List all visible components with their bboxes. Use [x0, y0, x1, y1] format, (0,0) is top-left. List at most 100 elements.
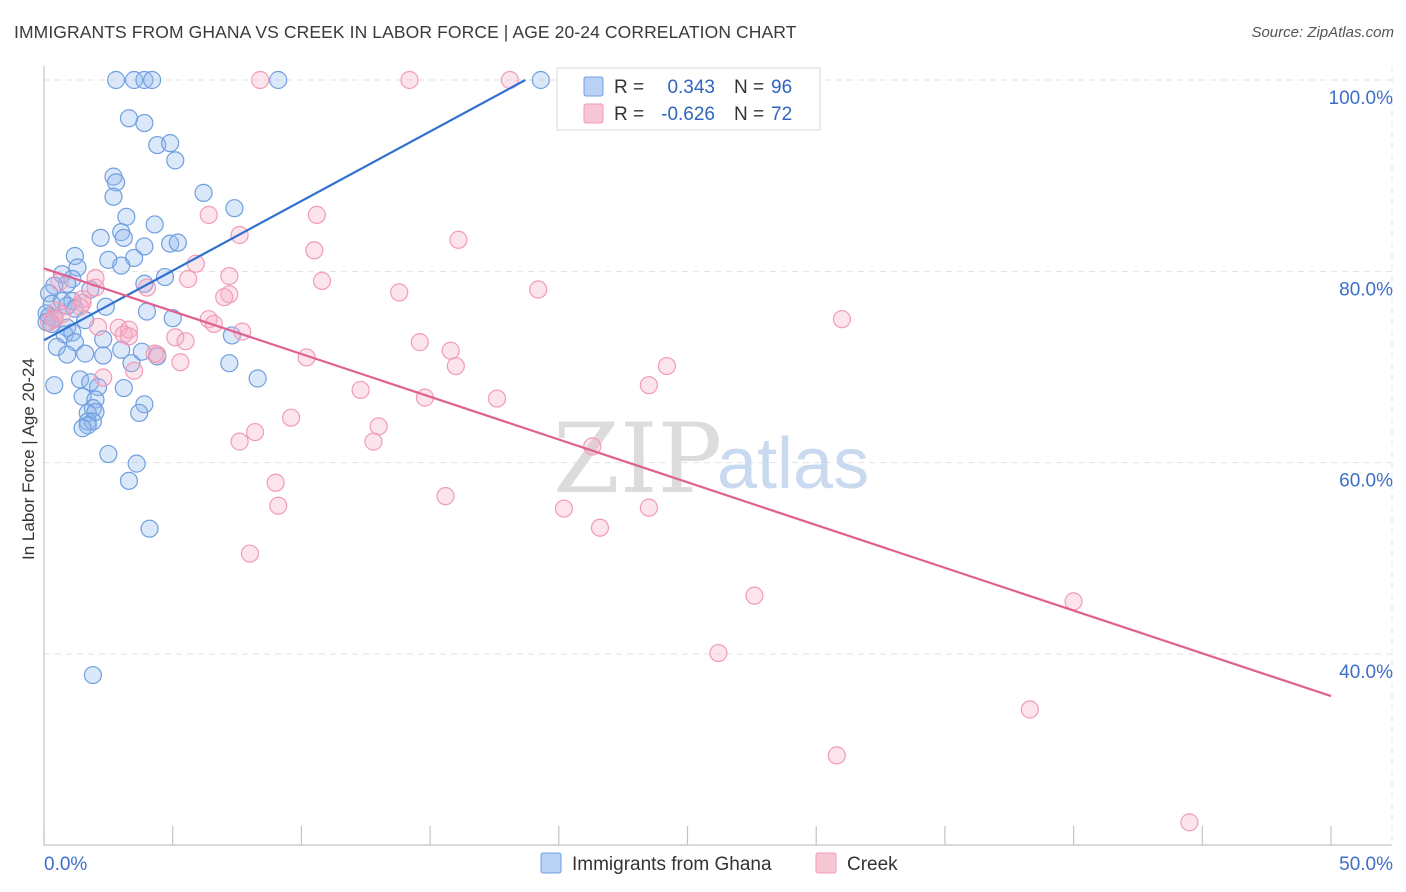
ghana-point-23 [168, 233, 187, 252]
creek-point-61 [639, 498, 658, 517]
creek-point-21 [215, 288, 234, 307]
ghana-point-28 [68, 258, 87, 277]
creek-point-69 [1180, 813, 1199, 832]
creek-point-36 [410, 333, 429, 352]
x-tick-label-right: 50.0% [1339, 854, 1393, 875]
y-tick-label-1: 80.0% [1339, 279, 1393, 300]
legend-n-value-1: 96 [771, 77, 792, 98]
watermark-zip: ZIP [553, 403, 722, 515]
ghana-point-13 [104, 187, 123, 206]
ghana-point-61 [94, 346, 113, 365]
y-tick-label-2: 60.0% [1339, 471, 1393, 492]
ghana-point-20 [114, 228, 133, 247]
ghana-point-3 [143, 70, 162, 90]
creek-point-58 [436, 487, 455, 506]
ghana-point-4 [269, 70, 288, 90]
ghana-point-77 [135, 395, 154, 414]
creek-point-56 [583, 437, 602, 456]
creek-point-42 [171, 353, 190, 372]
creek-point-34 [166, 328, 185, 347]
creek-point-47 [639, 376, 658, 395]
ghana-point-66 [248, 369, 267, 388]
creek-point-68 [827, 746, 846, 765]
ghana-point-7 [135, 113, 154, 133]
stats-legend: R = 0.343 N = 96 R = -0.626 N = 72 [556, 67, 821, 131]
creek-point-63 [240, 544, 260, 563]
creek-point-52 [369, 417, 388, 436]
creek-point-50 [487, 389, 507, 408]
creek-point-38 [441, 341, 460, 360]
ghana-point-24 [65, 246, 84, 266]
series-creek-points [40, 70, 1199, 832]
creek-point-20 [220, 285, 239, 304]
ghana-point-51 [163, 309, 182, 328]
creek-point-62 [590, 518, 610, 537]
ghana-point-22 [161, 234, 180, 253]
y-tick-label-3: 40.0% [1339, 662, 1393, 683]
trendlines [43, 79, 1332, 698]
ghana-point-85 [119, 471, 139, 490]
creek-trendline [43, 267, 1332, 698]
creek-point-44 [657, 356, 677, 376]
bottom-legend-label-creek: Creek [847, 854, 898, 875]
ghana-trendline [43, 79, 526, 342]
ghana-point-65 [220, 354, 239, 373]
creek-point-59 [269, 496, 288, 515]
series-points [37, 70, 1199, 832]
ghana-point-82 [73, 419, 92, 438]
ghana-point-83 [99, 444, 118, 464]
ghana-point-15 [225, 199, 244, 218]
creek-point-48 [351, 380, 370, 400]
creek-point-65 [1064, 592, 1083, 611]
creek-point-70 [832, 310, 852, 329]
watermark: ZIP atlas [553, 403, 869, 515]
ghana-point-0 [106, 70, 126, 90]
ghana-point-10 [166, 151, 185, 170]
ghana-point-59 [58, 345, 77, 364]
ghana-point-16 [117, 207, 136, 226]
x-tick-label-left: 0.0% [44, 854, 87, 875]
legend-swatch-ghana [583, 76, 604, 97]
creek-point-0 [251, 70, 270, 90]
creek-point-16 [390, 283, 409, 302]
creek-point-40 [148, 345, 167, 364]
legend-n-label-1: N = [734, 77, 764, 98]
ghana-point-9 [161, 134, 180, 153]
ghana-point-86 [140, 519, 159, 538]
ghana-point-57 [112, 340, 131, 359]
creek-point-6 [305, 241, 324, 260]
ghana-point-67 [45, 376, 64, 395]
creek-point-4 [307, 205, 326, 224]
creek-point-54 [230, 432, 249, 451]
creek-point-29 [88, 317, 108, 336]
y-axis-label: In Labor Force | Age 20-24 [19, 358, 38, 560]
creek-point-11 [179, 269, 198, 289]
creek-point-46 [94, 368, 113, 387]
creek-point-7 [449, 230, 468, 249]
creek-point-3 [199, 205, 218, 224]
ghana-point-87 [83, 665, 103, 685]
ghana-point-60 [76, 344, 95, 363]
ghana-point-5 [531, 70, 550, 90]
ghana-point-78 [130, 403, 149, 423]
bottom-legend-swatch-creek [815, 852, 837, 874]
bottom-legend-swatch-ghana [540, 852, 562, 874]
creek-point-55 [364, 432, 383, 451]
creek-point-22 [70, 297, 90, 316]
creek-point-66 [709, 643, 728, 663]
legend-swatch-creek [583, 103, 604, 124]
ghana-point-27 [112, 256, 131, 275]
ghana-point-71 [114, 378, 133, 398]
legend-n-value-2: 72 [771, 104, 792, 125]
creek-point-64 [745, 586, 764, 605]
watermark-atlas: atlas [717, 424, 869, 504]
legend-r-value-2: -0.626 [661, 104, 715, 125]
chart-title: IMMIGRANTS FROM GHANA VS CREEK IN LABOR … [14, 22, 797, 42]
ghana-point-6 [119, 109, 139, 128]
legend-r-value-1: 0.343 [667, 77, 715, 98]
creek-point-37 [176, 332, 195, 351]
ghana-point-14 [194, 183, 213, 202]
creek-point-17 [529, 280, 548, 299]
creek-point-57 [266, 473, 285, 492]
